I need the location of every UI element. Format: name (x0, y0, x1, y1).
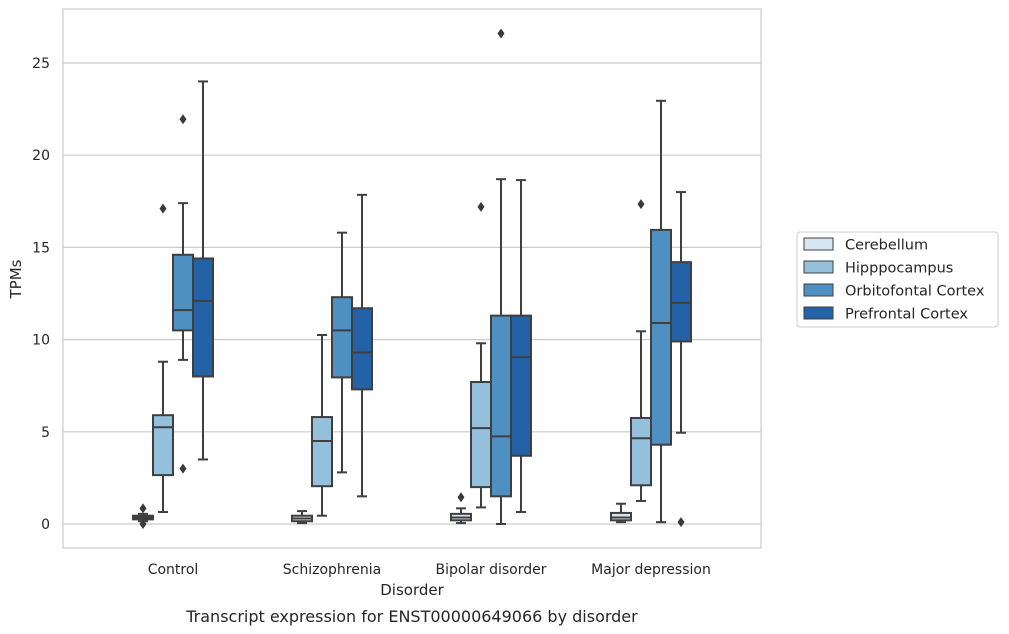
box-2-2 (490, 28, 512, 525)
box-iqr (510, 314, 532, 457)
outlier-point (179, 114, 187, 125)
box-iqr (152, 414, 174, 477)
box-1-1 (311, 333, 333, 517)
box-3-1 (351, 193, 373, 498)
x-tick-label: Major depression (591, 562, 711, 578)
plot-area-frame (62, 8, 762, 549)
y-tick-label: 10 (32, 333, 50, 349)
legend-swatch (803, 306, 834, 320)
box-3-0 (192, 80, 214, 461)
legend-label: Cerebellum (845, 238, 928, 254)
y-tick-label: 5 (41, 425, 50, 441)
box-3-2 (510, 179, 532, 514)
box-iqr (630, 416, 652, 487)
legend-label: Prefrontal Cortex (845, 307, 968, 323)
y-tick-label: 25 (32, 56, 50, 72)
box-iqr (490, 314, 512, 498)
outlier-point (159, 203, 167, 214)
y-tick-labels: 0 5 10 15 20 25 (32, 56, 50, 533)
box-iqr (311, 416, 333, 488)
x-axis-title: Disorder (380, 581, 444, 599)
legend-label: Hipppocampus (845, 261, 953, 277)
outlier-point (677, 517, 685, 528)
box-1-0 (152, 203, 174, 514)
y-tick-label: 15 (32, 240, 50, 256)
x-tick-label: Control (148, 562, 199, 578)
box-iqr (351, 307, 373, 391)
outlier-point (477, 201, 485, 212)
outlier-point (637, 199, 645, 210)
outlier-point (179, 463, 187, 474)
box-iqr (470, 381, 492, 489)
outlier-point (139, 519, 147, 529)
box-3-3 (670, 191, 692, 528)
legend-label: Orbitofontal Cortex (845, 284, 985, 300)
x-tick-label: Bipolar disorder (435, 562, 546, 578)
y-tick-label: 0 (41, 517, 50, 533)
legend-swatch (803, 283, 834, 297)
legend-swatch (803, 237, 834, 251)
boxes (132, 28, 692, 529)
outlier-point (139, 503, 147, 514)
box-2-0 (172, 114, 194, 474)
legend-swatch (803, 260, 834, 274)
box-0-3 (610, 502, 632, 524)
box-2-1 (331, 231, 353, 474)
box-0-2 (450, 492, 472, 525)
box-0-0 (132, 503, 154, 529)
box-iqr (192, 257, 214, 378)
outlier-point (497, 28, 505, 39)
x-tick-labels: Control Schizophrenia Bipolar disorder Majo… (148, 562, 711, 578)
gridlines (63, 62, 761, 525)
box-0-1 (291, 510, 313, 525)
x-tick-label: Schizophrenia (283, 562, 381, 578)
y-tick-label: 20 (32, 148, 50, 164)
box-iqr (172, 253, 194, 332)
box-iqr (650, 228, 672, 446)
outlier-point (457, 492, 465, 503)
box-iqr (331, 296, 353, 379)
legend-frame (796, 231, 999, 328)
y-axis-title: TPMs (7, 259, 25, 299)
box-2-3 (650, 99, 672, 524)
box-1-3 (630, 199, 652, 502)
chart-caption: Transcript expression for ENST0000064906… (185, 607, 638, 626)
legend: Cerebellum Hipppocampus Orbitofontal Corte… (796, 231, 999, 328)
